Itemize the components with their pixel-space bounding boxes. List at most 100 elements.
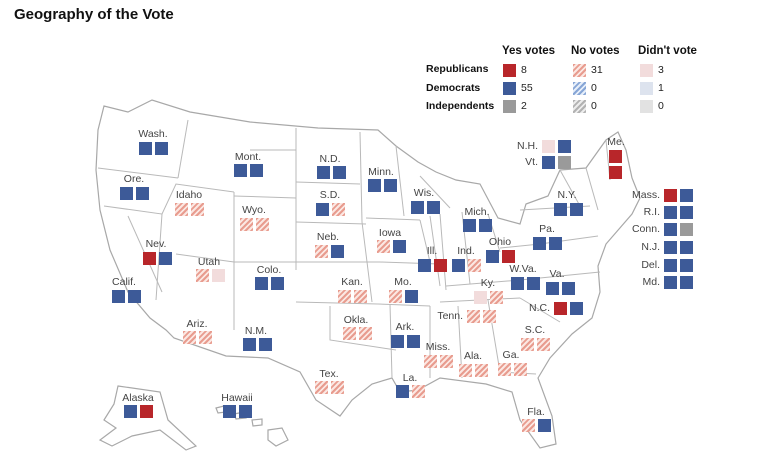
vote-square-miss-2 [440,355,453,368]
legend-swatch-no-republican [573,64,586,77]
state-label-la: La. [402,372,418,384]
vote-square-ill-1 [418,259,431,272]
legend-header-yes: Yes votes [502,45,556,57]
legend-swatch-yes-independent [503,100,516,113]
vote-square-nev-1 [143,252,156,265]
state-label-ariz: Ariz. [186,318,208,330]
vote-square-n-j-1 [664,241,677,254]
vote-square-w-va-2 [527,277,540,290]
vote-square-ariz-2 [199,331,212,344]
vote-square-n-c-2 [570,302,583,315]
legend-swatch-didnt-independent [640,100,653,113]
state-label-ala: Ala. [463,350,483,362]
legend-swatch-no-democrat [573,82,586,95]
vote-square-n-d-1 [317,166,330,179]
vote-square-alaska-1 [124,405,137,418]
state-label-neb: Neb. [316,231,340,243]
vote-square-r-i-1 [664,206,677,219]
state-label-ark: Ark. [395,321,415,333]
vote-square-alaska-2 [140,405,153,418]
vote-square-va-1 [546,282,559,295]
vote-square-conn-1 [664,223,677,236]
legend-count-didnt-independent: 0 [658,100,664,112]
vote-square-ky-1 [474,291,487,304]
state-label-del: Del. [641,259,660,271]
state-label-miss: Miss. [425,341,451,353]
vote-square-wyo-2 [256,218,269,231]
vote-square-mont-1 [234,164,247,177]
legend-swatch-didnt-republican [640,64,653,77]
state-label-n-m: N.M. [244,325,268,337]
vote-square-wyo-1 [240,218,253,231]
vote-square-mass-1 [664,189,677,202]
legend-swatch-yes-republican [503,64,516,77]
vote-square-mich-1 [463,219,476,232]
legend-header-no: No votes [571,45,620,57]
state-label-calif: Calif. [112,276,136,288]
legend-count-no-independent: 0 [591,100,597,112]
state-label-conn: Conn. [631,223,660,235]
state-label-vt: Vt. [525,156,538,168]
vote-square-neb-1 [315,245,328,258]
state-label-s-c: S.C. [524,324,546,336]
state-label-md: Md. [642,276,660,288]
state-label-tenn: Tenn. [437,310,463,322]
state-label-mich: Mich. [464,206,490,218]
vote-square-tenn-1 [467,310,480,323]
legend-party-independents: Independents [426,100,495,112]
vote-square-ala-1 [459,364,472,377]
state-label-ga: Ga. [502,349,520,361]
state-label-hawaii: Hawaii [221,392,253,404]
vote-square-vt-1 [542,156,555,169]
state-label-va: Va. [549,268,565,280]
state-label-w-va: W.Va. [509,263,537,275]
vote-square-mich-2 [479,219,492,232]
vote-square-ohio-2 [502,250,515,263]
vote-square-ohio-1 [486,250,499,263]
vote-square-hawaii-1 [223,405,236,418]
vote-square-r-i-2 [680,206,693,219]
state-label-okla: Okla. [343,314,369,326]
vote-square-nev-2 [159,252,172,265]
legend-header-didnt: Didn't vote [638,45,697,57]
map-title: Geography of the Vote [14,6,174,23]
state-label-nev: Nev. [145,238,167,250]
vote-square-kan-1 [338,290,351,303]
vote-square-md-2 [680,276,693,289]
vote-square-iowa-1 [377,240,390,253]
vote-square-idaho-1 [175,203,188,216]
vote-square-tenn-2 [483,310,496,323]
state-borders [97,119,611,379]
state-label-alaska: Alaska [122,392,154,404]
vote-square-ore-1 [120,187,133,200]
vote-square-w-va-1 [511,277,524,290]
vote-square-ore-2 [136,187,149,200]
state-label-n-c: N.C. [529,302,550,314]
state-label-utah: Utah [197,256,221,268]
state-label-kan: Kan. [341,276,363,288]
state-label-ind: Ind. [457,245,475,257]
state-label-mass: Mass. [631,189,660,201]
legend-count-didnt-republican: 3 [658,64,664,76]
vote-square-del-1 [664,259,677,272]
state-label-me: Me. [607,136,625,148]
vote-square-pa-1 [533,237,546,250]
legend-swatch-yes-democrat [503,82,516,95]
legend-count-didnt-democrat: 1 [658,82,664,94]
vote-square-ga-1 [498,363,511,376]
state-label-wyo: Wyo. [242,204,266,216]
vote-square-okla-1 [343,327,356,340]
vote-square-conn-2 [680,223,693,236]
state-label-colo: Colo. [256,264,282,276]
vote-square-mass-2 [680,189,693,202]
state-label-mo: Mo. [394,276,412,288]
vote-square-va-2 [562,282,575,295]
vote-square-n-m-2 [259,338,272,351]
vote-square-fla-1 [522,419,535,432]
legend-swatch-no-independent [573,100,586,113]
legend-swatch-didnt-democrat [640,82,653,95]
vote-square-minn-2 [384,179,397,192]
vote-square-mo-1 [389,290,402,303]
vote-square-s-c-1 [521,338,534,351]
